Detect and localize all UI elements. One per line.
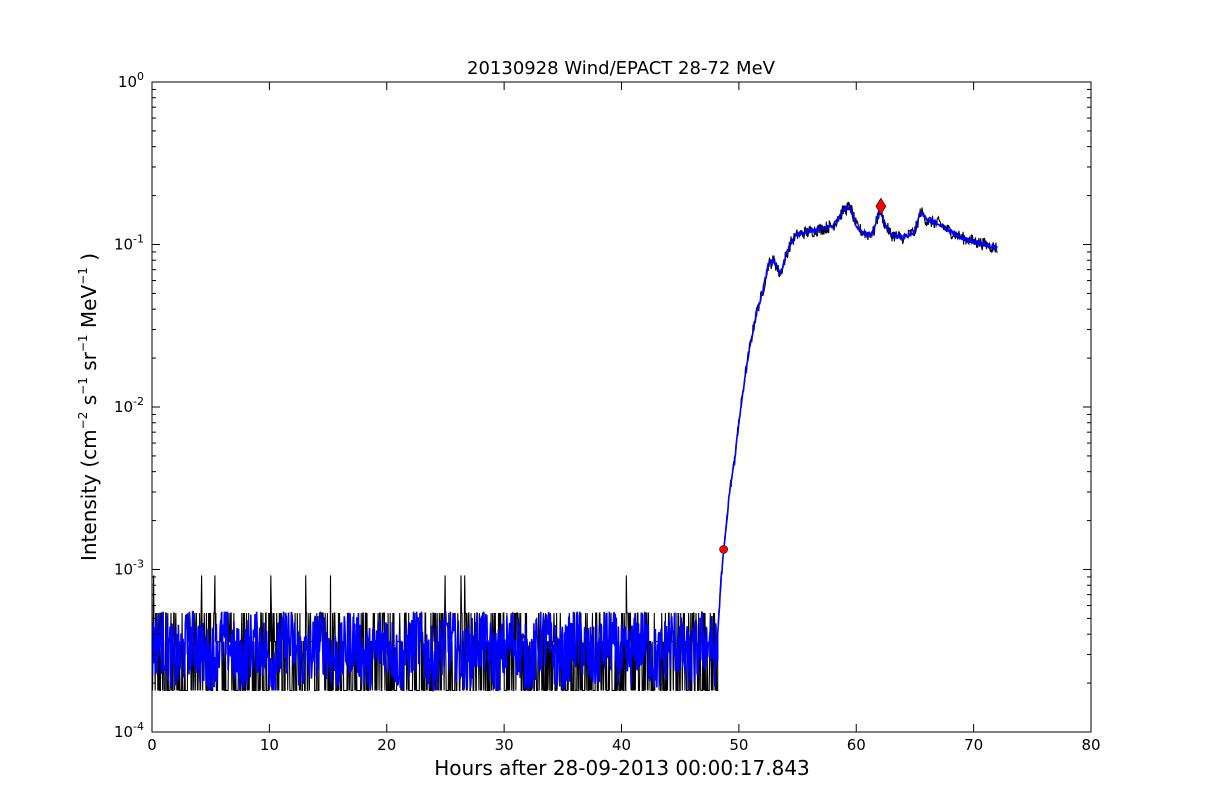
x-tick-label: 50 — [729, 736, 748, 754]
marker-diamond-2 — [875, 197, 887, 215]
y-axis-label: Intensity (cm−2 s−1 sr−1 MeV−1 ) — [76, 253, 101, 561]
x-tick-label: 30 — [495, 736, 514, 754]
x-tick-label: 40 — [612, 736, 631, 754]
tick-layer: 0 10 20 30 40 50 60 70 80 100 10-1 10-2 10-3 10-4 — [114, 70, 1101, 754]
x-axis-label: Hours after 28-09-2013 00:00:17.843 — [434, 756, 810, 780]
x-tick-label: 0 — [147, 736, 157, 754]
chart-title: 20130928 Wind/EPACT 28-72 MeV — [467, 58, 776, 79]
x-tick-label: 20 — [377, 736, 396, 754]
x-tick-label: 80 — [1081, 736, 1100, 754]
marker-circle-1 — [719, 545, 728, 554]
y-tick-label: 10-2 — [114, 395, 144, 416]
y-tick-label: 10-1 — [114, 233, 144, 254]
y-tick-label: 100 — [118, 70, 144, 91]
x-tick-label: 10 — [260, 736, 279, 754]
series-layer — [152, 201, 998, 692]
y-tick-label: 10-4 — [114, 720, 144, 741]
x-tick-label: 60 — [847, 736, 866, 754]
marker-layer — [719, 197, 887, 554]
series-line-2 — [152, 204, 998, 692]
y-tick-label: 10-3 — [114, 558, 144, 579]
x-tick-label: 70 — [964, 736, 983, 754]
